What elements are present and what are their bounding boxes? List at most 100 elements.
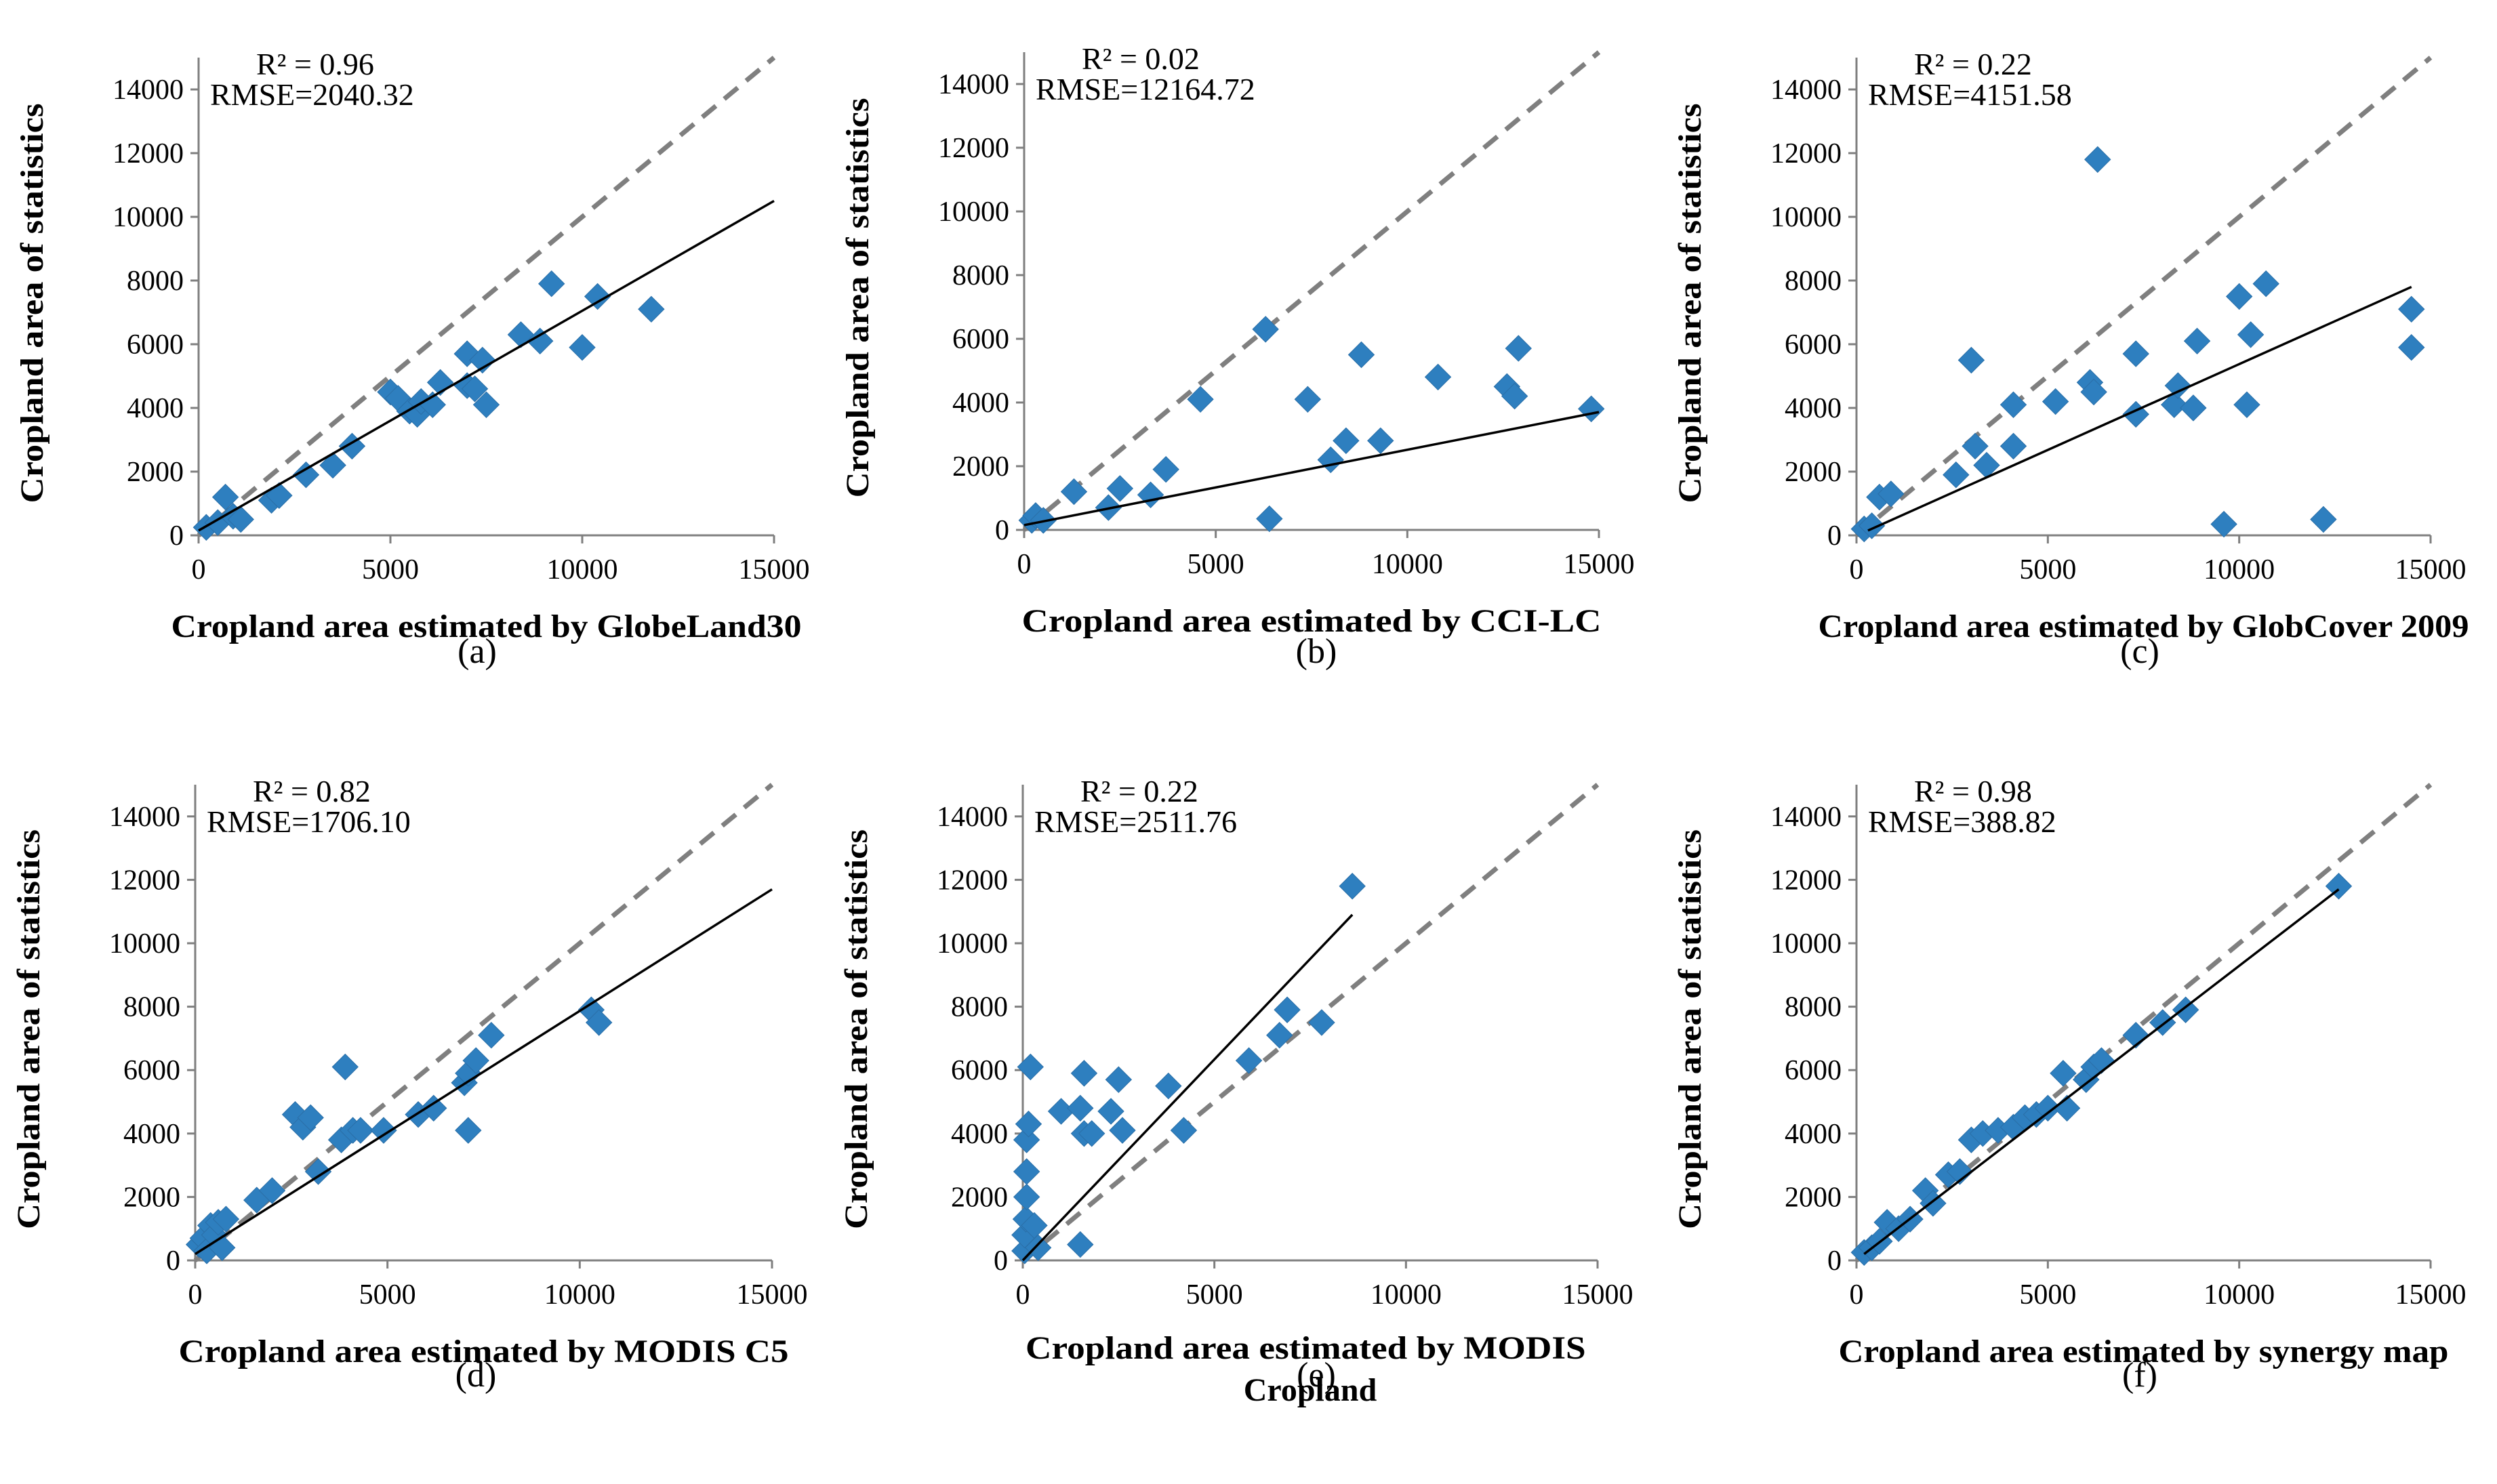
y-tick-label: 0 [1827,520,1842,552]
data-point [1266,1022,1293,1049]
y-tick-label: 10000 [109,928,180,960]
data-point [2164,372,2192,399]
panel-label: (c) [2120,632,2159,671]
trend-line [1023,411,1600,527]
x-tick-label: 10000 [2204,554,2275,585]
data-point [258,1177,286,1204]
data-point [1505,335,1532,362]
y-tick-label: 14000 [937,802,1008,833]
data-point [478,1022,505,1049]
data-point [2233,391,2260,419]
y-tick-label: 4000 [1785,393,1842,424]
x-tick-label: 10000 [2204,1279,2275,1311]
rmse-annotation: RMSE=2040.32 [210,77,414,112]
reference-line [1022,50,1601,532]
reference-line [1854,56,2433,537]
scatter-panel-c: 0 2000 4000 6000 8000 10000 12000 14000 0 5000 100… [1672,47,2469,671]
x-tick-label: 5000 [359,1279,416,1311]
data-point [1097,1098,1124,1125]
y-tick-label: 4000 [1785,1119,1842,1150]
y-tick-label: 6000 [1785,329,1842,360]
data-point [1999,432,2027,460]
data-point [1946,1158,1974,1185]
x-tick-label: 5000 [2019,554,2076,585]
data-point [1962,432,1989,460]
y-tick-label: 2000 [1785,1182,1842,1213]
data-point [1013,1158,1040,1185]
data-point [2180,394,2207,421]
data-point [1274,996,1301,1023]
y-tick-label: 12000 [937,865,1008,896]
x-tick-label: 10000 [1372,549,1443,580]
data-point [1235,1047,1263,1074]
x-axis-title: Cropland area estimated by synergy map [1839,1334,2449,1369]
data-point [638,295,665,323]
y-tick-label: 0 [166,1245,180,1277]
y-tick-label: 8000 [951,992,1008,1023]
data-point [1187,386,1214,413]
data-point [1858,512,1886,539]
x-tick-label: 10000 [547,554,618,585]
panel-label: (e) [1297,1356,1336,1395]
y-axis-title: Cropland area of statistics [11,829,47,1229]
x-tick-label: 0 [1017,549,1032,580]
data-point [461,375,489,403]
data-point [469,346,496,374]
x-axis-title: Cropland area estimated by MODIS Croplan… [1026,1330,1595,1408]
r-squared-annotation: R² = 0.82 [253,774,371,808]
x-tick-label: 10000 [544,1279,615,1311]
rmse-annotation: RMSE=12164.72 [1036,72,1255,106]
y-tick-label: 10000 [1770,928,1842,960]
data-point [585,1009,613,1036]
y-tick-label: 2000 [952,451,1009,482]
data-point [2122,340,2149,367]
data-point [2398,333,2425,361]
trend-line [1867,285,2412,532]
y-tick-label: 4000 [127,393,184,424]
rmse-annotation: RMSE=388.82 [1868,804,2056,839]
y-axis-title: Cropland area of statistics [14,104,50,503]
x-tick-label: 15000 [2395,1279,2466,1311]
scatter-panel-d: 0 2000 4000 6000 8000 10000 12000 14000 0 5000 100… [11,774,808,1395]
y-tick-label: 10000 [1770,202,1842,233]
data-point [2160,391,2188,419]
x-axis-title: Cropland area estimated by GlobCover 200… [1819,609,2469,644]
data-point [370,1117,397,1144]
data-point [527,327,554,355]
data-point [1957,346,1985,374]
y-tick-label: 8000 [127,266,184,297]
reference-line [1854,783,2433,1262]
panel-label: (d) [455,1356,497,1395]
data-point [2325,873,2353,900]
data-point [1105,1066,1133,1093]
data-point [1317,446,1344,474]
data-point [1424,363,1452,391]
x-tick-label: 15000 [1564,549,1635,580]
data-point [584,283,611,310]
data-point [2225,283,2253,310]
y-tick-label: 8000 [1785,992,1842,1023]
trend-line [1021,913,1354,1262]
x-axis-title: Cropland area estimated by GlobeLand30 [171,609,802,644]
x-tick-label: 5000 [1186,1279,1243,1311]
panel-label: (f) [2122,1356,2157,1395]
data-point [212,1205,240,1233]
data-point [1109,1117,1136,1144]
y-tick-label: 4000 [951,1119,1008,1150]
x-axis-title: Cropland area estimated by CCI-LC [1022,603,1602,639]
x-tick-label: 0 [188,1279,203,1311]
data-point [1137,481,1164,509]
data-point [1943,461,1970,489]
trend-line [195,888,773,1256]
data-point [1017,1053,1044,1081]
x-tick-label: 0 [1850,554,1864,585]
data-point [331,1053,359,1081]
data-point [2398,295,2425,323]
y-tick-label: 0 [995,515,1009,546]
y-tick-label: 4000 [952,388,1009,419]
data-point [292,461,320,489]
data-point [1333,427,1360,455]
reference-line [193,783,774,1262]
y-tick-label: 6000 [951,1055,1008,1086]
